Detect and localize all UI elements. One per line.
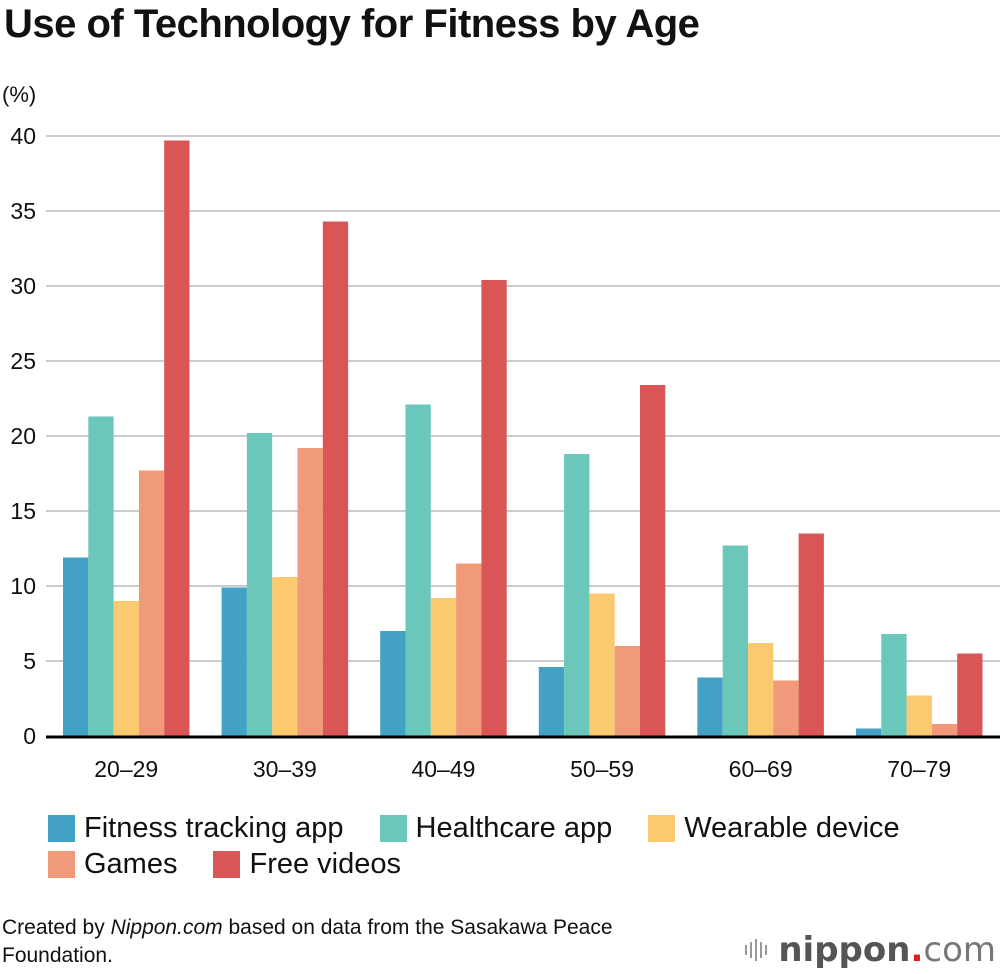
legend-label: Games	[84, 847, 178, 880]
legend-swatch	[648, 814, 676, 842]
bar	[430, 598, 457, 736]
bar	[614, 646, 640, 736]
sound-wave-icon	[745, 937, 770, 963]
bar	[113, 601, 139, 736]
bar	[322, 221, 349, 736]
x-tick-label: 60–69	[729, 756, 793, 782]
x-tick-label: 40–49	[411, 756, 475, 782]
y-axis-ticks: 0 5 10 15 20 25 30 35 40	[10, 123, 36, 749]
y-axis-unit-label: (%)	[2, 82, 37, 107]
bar	[957, 653, 983, 736]
x-tick-label: 70–79	[887, 756, 951, 782]
x-tick-label: 30–39	[253, 756, 317, 782]
legend-label: Wearable device	[684, 811, 900, 844]
bar	[297, 448, 323, 736]
legend: Fitness tracking app Healthcare app Wearab…	[48, 810, 988, 882]
bar	[931, 724, 958, 736]
bar	[380, 631, 406, 736]
bar-chart: 0 5 10 15 20 25 30 35 40 20–29 30–39 40–49 50–59 60–…	[10, 123, 1000, 782]
bar	[722, 545, 748, 736]
y-tick-label: 10	[10, 573, 36, 599]
bar	[798, 533, 824, 736]
bar	[589, 593, 615, 736]
bar	[640, 385, 666, 736]
source-suffix: based on data from the Sasakawa Peace Fo…	[2, 916, 613, 967]
y-tick-label: 5	[23, 648, 36, 674]
bar	[564, 454, 590, 736]
bar	[405, 404, 431, 736]
legend-label: Fitness tracking app	[84, 811, 344, 844]
bar	[856, 728, 882, 736]
legend-swatch	[379, 814, 407, 842]
bar-group	[538, 385, 666, 736]
bar	[63, 557, 89, 736]
bar	[906, 695, 932, 736]
y-tick-label: 30	[10, 273, 36, 299]
bar-group	[856, 634, 983, 736]
logo-tld: com	[923, 930, 996, 970]
source-prefix: Created by	[2, 916, 111, 939]
y-tick-label: 20	[10, 423, 36, 449]
source-publisher: Nippon.com	[110, 916, 223, 939]
bar	[697, 677, 723, 736]
bar-group	[697, 533, 824, 736]
y-tick-label: 25	[10, 348, 36, 374]
legend-row: Games Free videos	[48, 846, 988, 882]
bar	[881, 634, 907, 736]
bar	[164, 140, 190, 736]
bar	[272, 577, 298, 736]
legend-item: Wearable device	[648, 811, 900, 845]
bar-group	[221, 221, 349, 736]
y-tick-label: 35	[10, 198, 36, 224]
gridlines	[46, 135, 1000, 662]
bar	[773, 680, 799, 736]
logo-name: nippon	[778, 930, 911, 970]
chart-title: Use of Technology for Fitness by Age	[4, 2, 700, 46]
logo-dot: .	[910, 930, 924, 970]
bar	[748, 643, 774, 736]
legend-label: Healthcare app	[415, 811, 613, 844]
bars	[63, 140, 983, 736]
y-tick-label: 15	[10, 498, 36, 524]
bar	[221, 587, 247, 736]
legend-swatch	[213, 850, 241, 878]
nippon-logo: nippon. com	[745, 930, 996, 970]
bar	[538, 667, 565, 736]
y-tick-label: 0	[23, 723, 36, 749]
legend-item: Healthcare app	[379, 811, 613, 845]
legend-item: Fitness tracking app	[48, 812, 344, 845]
legend-swatch	[48, 850, 75, 878]
bar	[246, 433, 273, 736]
bar	[138, 470, 165, 736]
bar-group	[380, 280, 507, 736]
bar	[88, 416, 114, 736]
bar	[456, 563, 482, 736]
legend-item: Games	[48, 848, 177, 881]
bar-group	[63, 140, 190, 736]
x-tick-label: 50–59	[570, 756, 634, 782]
legend-swatch	[48, 814, 75, 842]
legend-row: Fitness tracking app Healthcare app Wearab…	[48, 810, 988, 846]
x-axis-ticks: 20–29 30–39 40–49 50–59 60–69 70–79	[94, 756, 951, 782]
source-note: Created by Nippon.com based on data from…	[2, 914, 702, 970]
legend-label: Free videos	[249, 847, 401, 880]
y-tick-label: 40	[10, 123, 36, 149]
bar	[481, 280, 507, 736]
x-tick-label: 20–29	[94, 756, 158, 782]
legend-item: Free videos	[213, 848, 401, 881]
